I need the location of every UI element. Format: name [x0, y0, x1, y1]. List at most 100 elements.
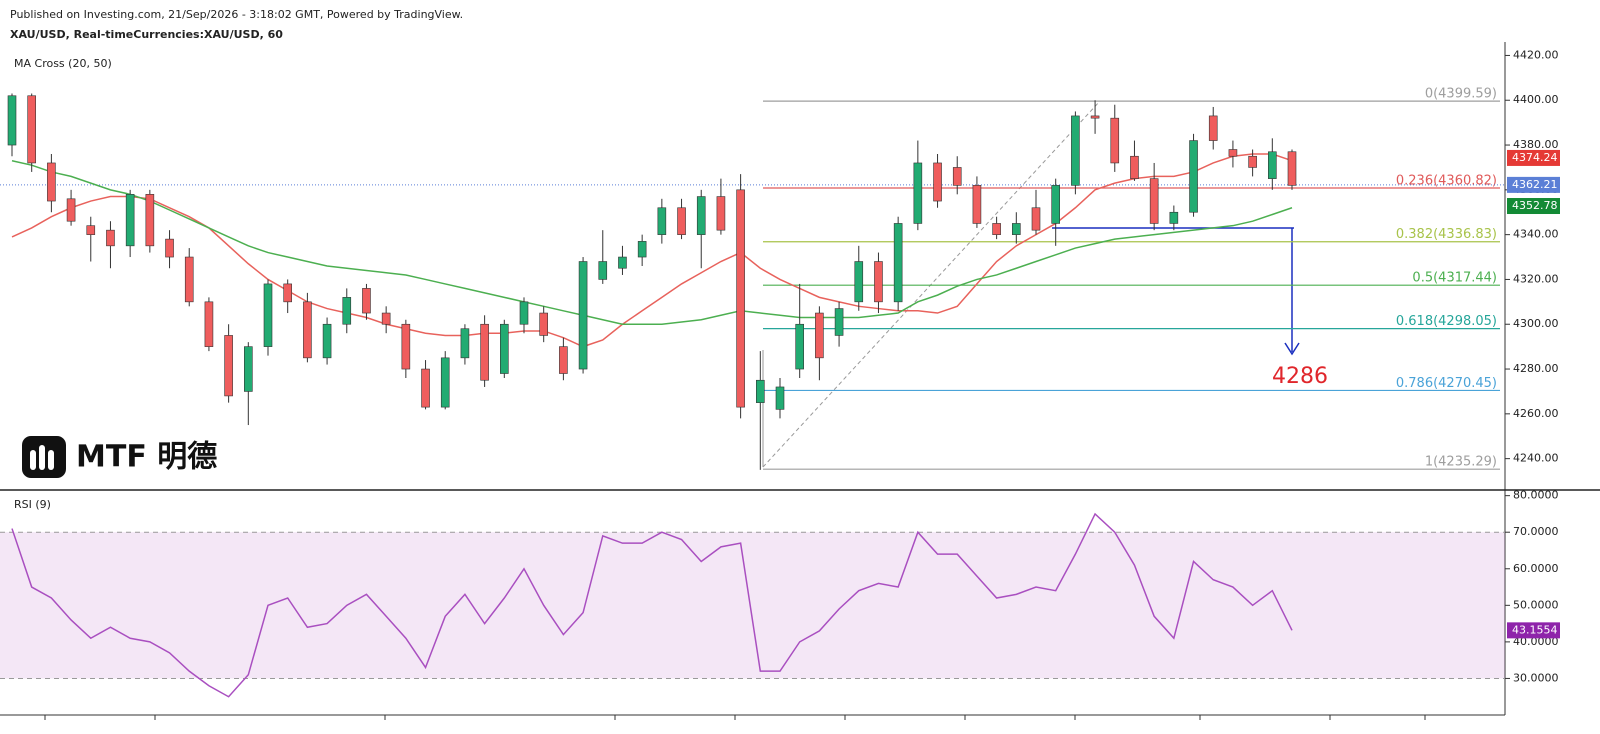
candle-body	[657, 207, 667, 235]
candle-body	[1071, 115, 1080, 186]
candle-body	[834, 308, 844, 336]
candle-body	[1051, 185, 1060, 224]
candle-body	[559, 346, 568, 374]
y-tick-label: 4400.00	[1513, 93, 1559, 106]
candle-body	[1248, 155, 1257, 168]
y-tick-label: 4260.00	[1513, 407, 1559, 420]
candle-body	[224, 335, 233, 397]
y-tick-label: 80.0000	[1513, 489, 1559, 502]
fib-label: 0.382(4336.83)	[1396, 227, 1497, 242]
candle-body	[322, 323, 332, 359]
fib-label: 0(4399.59)	[1425, 87, 1497, 102]
price-label-box	[1507, 176, 1560, 193]
projection-arrow	[1284, 342, 1300, 356]
y-tick-label: 60.0000	[1513, 562, 1559, 575]
logo-bar	[48, 450, 54, 470]
candle-body	[756, 379, 765, 403]
logo: MTF 明德	[22, 436, 217, 478]
candle-body	[381, 312, 391, 325]
price-label: 4374.24	[1512, 151, 1558, 164]
candle-body	[145, 194, 155, 247]
candle-body	[933, 162, 942, 202]
candle-body	[440, 357, 450, 408]
candle-body	[1012, 223, 1021, 235]
candle-body	[342, 297, 352, 325]
fib-label: 0.5(4317.44)	[1412, 271, 1497, 286]
price-label: 4352.78	[1512, 199, 1558, 212]
logo-bar	[39, 445, 45, 470]
candle-body	[401, 323, 411, 370]
candle-body	[637, 241, 647, 258]
y-tick-label: 4340.00	[1513, 228, 1559, 241]
y-tick-label: 70.0000	[1513, 525, 1559, 538]
candle-body	[578, 261, 588, 370]
y-tick-label: 50.0000	[1513, 598, 1559, 611]
y-tick-label: 4280.00	[1513, 362, 1559, 375]
fib-label: 0.786(4270.45)	[1396, 376, 1497, 391]
projection: 4286	[1052, 227, 1328, 389]
candle-body	[795, 323, 804, 370]
y-tick-label: 4380.00	[1513, 138, 1559, 151]
logo-bar	[30, 450, 36, 470]
candle-body	[618, 256, 627, 269]
candle-body	[303, 301, 312, 359]
candle-body	[1287, 151, 1297, 186]
candle-body	[1110, 117, 1120, 164]
logo-text: MTF 明德	[76, 440, 217, 475]
candle-body	[1130, 155, 1139, 179]
ma-line	[11, 159, 1293, 325]
ma-line	[11, 153, 1293, 348]
candle-body	[184, 256, 194, 303]
candle-body	[874, 261, 883, 303]
candle-body	[1208, 115, 1218, 141]
header-line: Published on Investing.com, 21/Sep/2026 …	[10, 8, 463, 21]
price-label-box	[1507, 149, 1560, 166]
candle-body	[7, 95, 17, 146]
candle-body	[125, 194, 135, 247]
candle-body	[775, 386, 785, 410]
candle-body	[893, 223, 903, 303]
candle-body	[47, 162, 56, 202]
candle-body	[480, 323, 489, 381]
fib-trend-line	[762, 100, 1101, 468]
candle-body	[86, 225, 96, 235]
indicator-title: MA Cross (20, 50)	[14, 57, 112, 70]
price-label-box	[1507, 198, 1560, 215]
candle-body	[460, 328, 470, 359]
candle-body	[283, 283, 292, 303]
candle-body	[244, 346, 253, 392]
rsi-line	[11, 512, 1293, 698]
candle-body	[362, 288, 371, 314]
candle-body	[165, 238, 174, 258]
y-tick-label: 4240.00	[1513, 452, 1559, 465]
price-label: 4362.21	[1512, 178, 1558, 191]
candle-body	[66, 198, 76, 222]
y-tick-label: 4320.00	[1513, 272, 1559, 285]
candle-body	[992, 223, 1001, 235]
candle-body	[519, 301, 529, 325]
rsi-band	[0, 532, 1505, 679]
candle-body	[1268, 151, 1277, 179]
y-tick-label: 4420.00	[1513, 48, 1559, 61]
candle-body	[421, 368, 430, 408]
candle-body	[972, 185, 982, 224]
candle-body	[716, 196, 726, 231]
symbol-line: XAU/USD, Real-timeCurrencies:XAU/USD, 60	[10, 28, 283, 41]
time-ticks	[44, 715, 1426, 720]
fib-label: 0.236(4360.82)	[1396, 174, 1497, 189]
candle-body	[106, 229, 115, 247]
candle-body	[263, 283, 273, 347]
projection-label: 4286	[1272, 364, 1328, 389]
candle-body	[815, 312, 824, 359]
y-tick-label: 30.0000	[1513, 671, 1559, 684]
candle-body	[1169, 211, 1179, 224]
rsi-title: RSI (9)	[14, 498, 51, 511]
candle-body	[27, 95, 36, 164]
candle-body	[736, 189, 745, 408]
candle-body	[1090, 115, 1100, 119]
candle-body	[1228, 149, 1238, 157]
candle-body	[1149, 178, 1159, 224]
candle-body	[1189, 140, 1198, 213]
rsi-label: 43.1554	[1512, 623, 1558, 636]
